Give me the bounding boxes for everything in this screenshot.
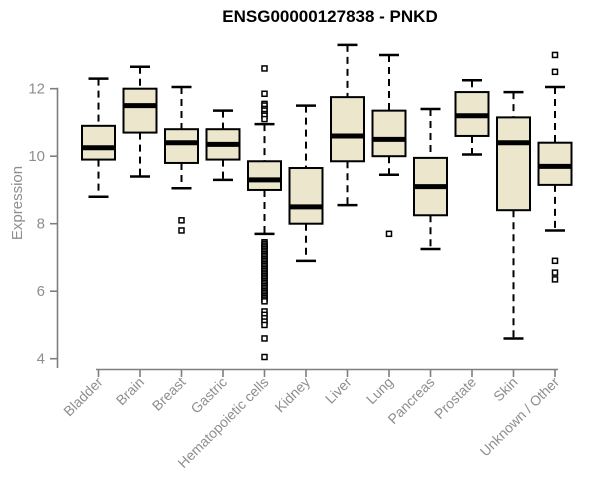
box-unknown-other xyxy=(537,51,573,283)
outlier-point xyxy=(551,68,559,76)
outlier-point xyxy=(551,276,559,283)
x-category-label: Bladder xyxy=(60,374,106,420)
iqr-box xyxy=(330,96,365,163)
iqr-box xyxy=(371,109,407,158)
outlier-point xyxy=(261,65,268,72)
box-lung xyxy=(371,53,407,238)
box-hematopoietic-cells xyxy=(247,65,282,361)
box-gastric xyxy=(205,109,241,182)
iqr-box xyxy=(81,124,116,161)
outlier-point xyxy=(261,298,268,305)
x-category-label: Lung xyxy=(363,374,396,407)
outlier-point xyxy=(385,230,393,238)
iqr-box xyxy=(288,167,324,225)
box-prostate xyxy=(454,79,490,156)
outlier-point xyxy=(551,51,559,59)
y-tick-label: 10 xyxy=(28,148,45,165)
outlier-point xyxy=(261,115,268,123)
y-axis: 4 6 8 10 12 xyxy=(28,81,59,368)
y-tick-label: 4 xyxy=(37,351,45,368)
y-tick-label: 6 xyxy=(37,283,45,300)
y-tick-label: 8 xyxy=(37,216,45,233)
y-tick-label: 12 xyxy=(28,81,45,98)
box-brain xyxy=(122,65,158,178)
iqr-box xyxy=(164,128,199,164)
outlier-point xyxy=(261,335,268,342)
outlier-point xyxy=(261,90,268,98)
box-skin xyxy=(496,90,531,340)
chart-title: ENSG00000127838 - PNKD xyxy=(222,7,438,26)
iqr-box xyxy=(496,116,531,212)
box-breast xyxy=(164,85,199,234)
box-kidney xyxy=(288,104,324,263)
x-category-label: Liver xyxy=(322,374,355,407)
outlier-point xyxy=(178,227,185,234)
x-category-label: Breast xyxy=(149,374,189,414)
outlier-point xyxy=(261,321,268,329)
outlier-point xyxy=(178,217,185,224)
outlier-point xyxy=(551,269,559,276)
outlier-point xyxy=(261,353,268,361)
box-pancreas xyxy=(413,107,448,251)
box-liver xyxy=(330,43,365,207)
box-bladder xyxy=(81,77,116,198)
x-category-label: Unknown / Other xyxy=(477,374,563,460)
iqr-box xyxy=(122,87,158,134)
iqr-box xyxy=(537,141,573,186)
iqr-box xyxy=(247,160,282,191)
x-category-label: Kidney xyxy=(272,374,314,416)
x-category-label: Brain xyxy=(113,374,147,408)
x-category-label: Prostate xyxy=(431,374,479,422)
x-category-label: Skin xyxy=(490,374,521,405)
outlier-point xyxy=(551,257,559,265)
